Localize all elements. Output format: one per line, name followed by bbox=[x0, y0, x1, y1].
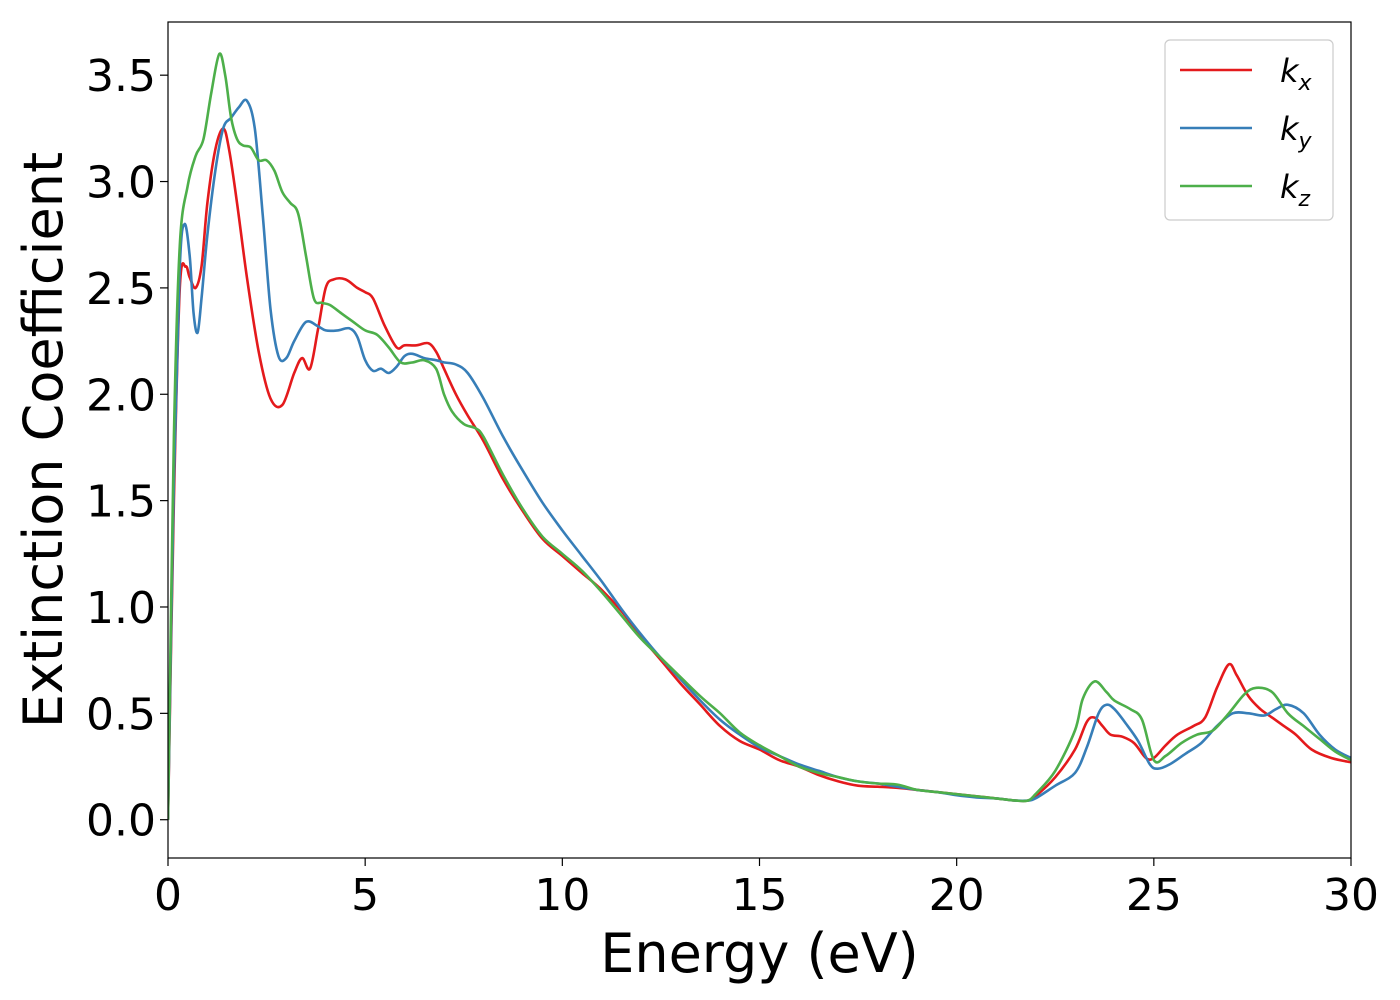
x-tick-label: 0 bbox=[154, 870, 182, 921]
series-line-kz bbox=[168, 52, 1351, 820]
y-axis: 0.0 0.5 1.0 1.5 2.0 2.5 3.0 3.5 bbox=[86, 51, 168, 847]
legend-entry-name: k bbox=[1280, 110, 1300, 148]
x-tick-label: 10 bbox=[534, 870, 590, 921]
y-tick-label: 1.5 bbox=[86, 477, 156, 528]
legend-entry-kx: kx bbox=[1280, 52, 1313, 96]
legend-entry-ky: ky bbox=[1280, 110, 1313, 154]
y-tick-label: 0.5 bbox=[86, 689, 156, 740]
series-line-ky bbox=[168, 98, 1351, 820]
legend-entry-name: k bbox=[1280, 168, 1300, 206]
series-line-kx bbox=[168, 127, 1351, 820]
y-tick-label: 3.0 bbox=[86, 158, 156, 209]
legend-entry-name: k bbox=[1280, 52, 1300, 90]
legend-entry-kz: kz bbox=[1280, 168, 1311, 212]
x-tick-label: 5 bbox=[351, 870, 379, 921]
y-axis-label: Extinction Coefficient bbox=[12, 152, 75, 728]
y-tick-label: 1.0 bbox=[86, 583, 156, 634]
legend-entry-subscript: z bbox=[1298, 187, 1311, 212]
x-tick-label: 25 bbox=[1126, 870, 1182, 921]
y-tick-label: 3.5 bbox=[86, 51, 156, 102]
x-axis: 0 5 10 15 20 25 30 bbox=[154, 858, 1379, 921]
legend-entry-subscript: x bbox=[1298, 71, 1313, 96]
y-tick-label: 0.0 bbox=[86, 796, 156, 847]
legend-box bbox=[1164, 39, 1334, 221]
x-tick-label: 20 bbox=[929, 870, 985, 921]
y-tick-label: 2.5 bbox=[86, 264, 156, 315]
series-layer bbox=[168, 52, 1351, 820]
x-tick-label: 15 bbox=[732, 870, 788, 921]
y-tick-label: 2.0 bbox=[86, 370, 156, 421]
x-axis-label: Energy (eV) bbox=[600, 922, 919, 985]
x-tick-label: 30 bbox=[1323, 870, 1379, 921]
legend-entry-subscript: y bbox=[1298, 129, 1313, 154]
